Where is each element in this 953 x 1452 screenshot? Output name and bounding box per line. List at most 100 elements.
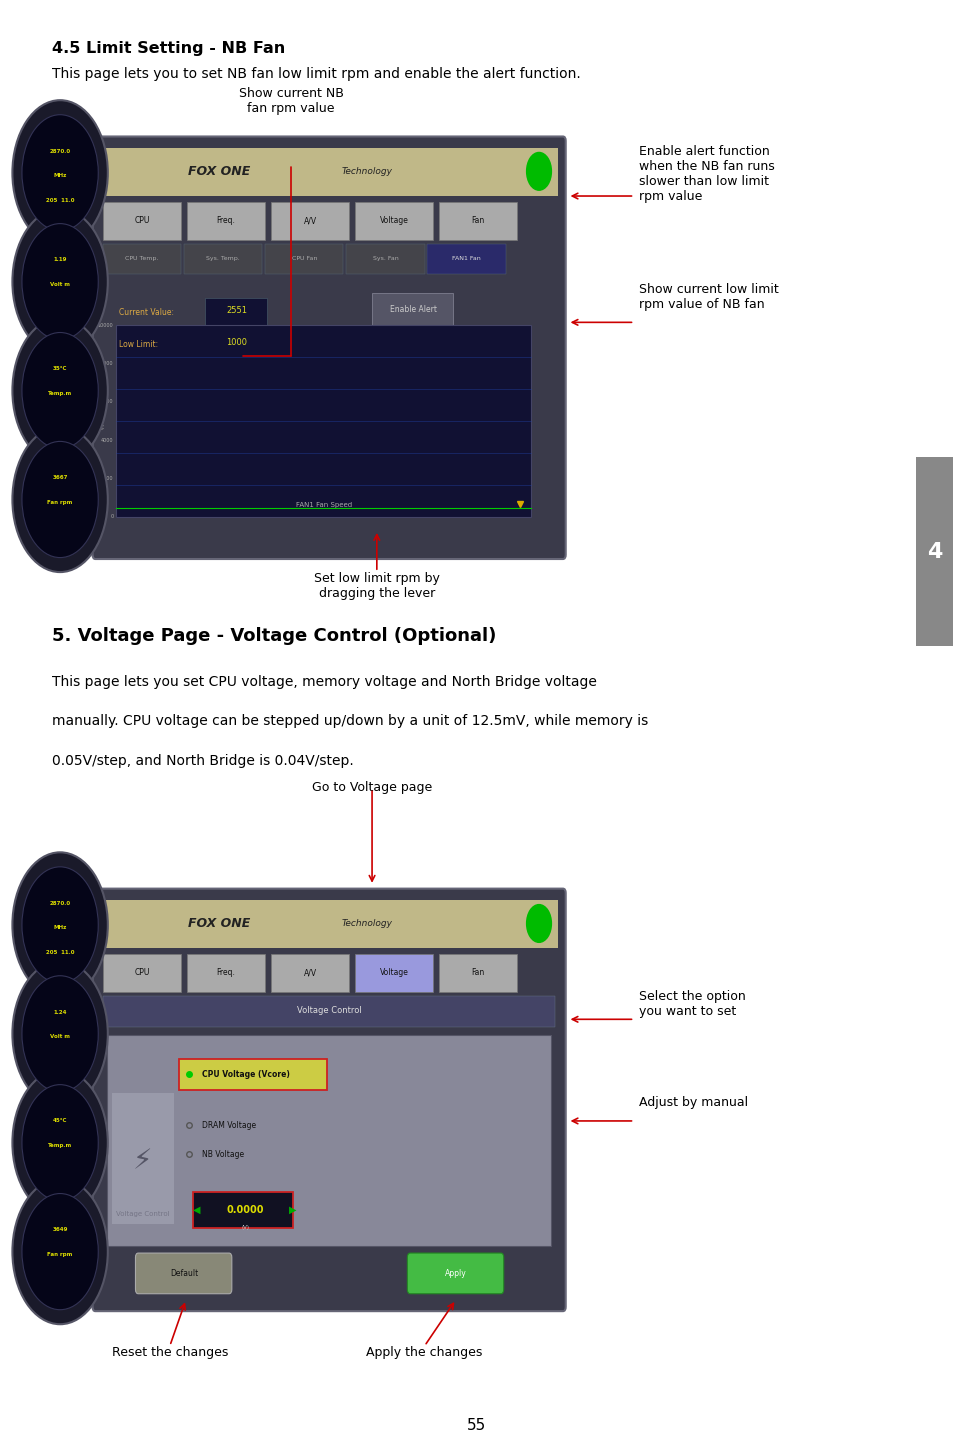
Text: Sys. Temp.: Sys. Temp. [206,256,240,261]
Bar [372,293,453,325]
Text: 2551: 2551 [226,306,247,315]
FancyBboxPatch shape [135,1253,232,1294]
Text: 0.0000: 0.0000 [226,1205,264,1214]
Text: CPU Voltage (Vcore): CPU Voltage (Vcore) [202,1070,290,1079]
Bar [100,900,558,948]
Text: Current Value:: Current Value: [119,308,174,317]
Text: DRAM Voltage: DRAM Voltage [202,1121,256,1130]
Bar [271,954,349,992]
Text: Default: Default [170,1269,198,1278]
Circle shape [22,441,98,558]
Text: ◀: ◀ [193,1205,200,1214]
Text: 55: 55 [467,1419,486,1433]
Text: 4.5 Limit Setting - NB Fan: 4.5 Limit Setting - NB Fan [52,41,285,55]
Text: 45°C: 45°C [52,1118,68,1124]
Text: 1.19: 1.19 [53,257,67,263]
Bar [346,244,424,274]
Circle shape [12,318,108,463]
Text: CPU: CPU [134,216,150,225]
Circle shape [22,333,98,449]
Circle shape [12,1179,108,1324]
Bar [103,202,181,240]
Circle shape [22,1085,98,1201]
Text: Voltage Control: Voltage Control [116,1211,170,1217]
Bar [116,325,531,517]
Text: Enable Alert: Enable Alert [389,305,436,314]
Text: FOX ONE: FOX ONE [188,166,251,177]
Circle shape [12,100,108,245]
Text: Fan rpm: Fan rpm [48,1252,72,1257]
Text: A/V: A/V [303,968,316,977]
Text: 2870.0: 2870.0 [50,900,71,906]
Circle shape [22,224,98,340]
Text: This page lets you set CPU voltage, memory voltage and North Bridge voltage: This page lets you set CPU voltage, memo… [52,675,597,690]
Bar [438,954,517,992]
Bar [438,202,517,240]
Text: Temp.m: Temp.m [48,391,72,396]
Text: 35°C: 35°C [52,366,68,372]
Text: Fan: Fan [471,968,484,977]
Text: Fan rpm: Fan rpm [48,499,72,505]
FancyBboxPatch shape [407,1253,503,1294]
Bar [193,1192,293,1228]
Text: Volt m: Volt m [51,282,70,287]
Text: 6000: 6000 [101,399,113,405]
Text: Technology: Technology [341,167,393,176]
Bar [427,244,505,274]
Bar [112,1093,173,1224]
Bar [100,148,558,196]
Text: Enable alert function
when the NB fan runs
slower than low limit
rpm value: Enable alert function when the NB fan ru… [639,145,774,203]
Circle shape [12,427,108,572]
Text: Reset the changes: Reset the changes [112,1346,228,1359]
Text: FAN1 Fan Speed: FAN1 Fan Speed [295,502,352,508]
Bar [271,202,349,240]
Text: Adjust by manual: Adjust by manual [639,1096,747,1109]
Circle shape [22,976,98,1092]
Bar [187,954,265,992]
Text: Sys. Fan: Sys. Fan [373,256,397,261]
Text: 1.24: 1.24 [53,1009,67,1015]
Text: 0: 0 [111,514,113,520]
Text: Apply: Apply [445,1269,466,1278]
FancyBboxPatch shape [92,136,565,559]
Text: MHz: MHz [53,173,67,179]
Bar [355,202,433,240]
Text: FOX ONE: FOX ONE [188,918,251,929]
Text: Show current NB
fan rpm value: Show current NB fan rpm value [238,87,343,115]
Bar [179,1059,327,1090]
Bar [205,298,267,325]
Text: 205  11.0: 205 11.0 [46,197,74,203]
Text: 5. Voltage Page - Voltage Control (Optional): 5. Voltage Page - Voltage Control (Optio… [52,627,497,645]
Text: ▶: ▶ [289,1205,296,1214]
Text: (rpm): (rpm) [99,414,105,428]
Bar [265,244,343,274]
Text: Voltage: Voltage [379,968,408,977]
Text: Voltage: Voltage [379,216,408,225]
Bar [205,330,267,357]
Circle shape [22,1194,98,1310]
Circle shape [12,209,108,354]
Text: Freq.: Freq. [216,968,235,977]
Text: 3667: 3667 [52,475,68,481]
Circle shape [12,1070,108,1215]
Text: Temp.m: Temp.m [48,1143,72,1149]
Text: 10000: 10000 [98,322,113,328]
Bar [915,457,953,646]
Circle shape [12,852,108,998]
Text: 2000: 2000 [101,476,113,481]
Bar [355,954,433,992]
Text: 205  11.0: 205 11.0 [46,950,74,955]
Bar [187,202,265,240]
Text: ⚡: ⚡ [132,1147,152,1176]
Text: Set low limit rpm by
dragging the lever: Set low limit rpm by dragging the lever [314,572,439,600]
Circle shape [526,905,551,942]
Text: 4: 4 [926,542,942,562]
Bar [103,996,555,1027]
Bar [184,244,262,274]
Text: A/V: A/V [303,216,316,225]
Text: FAN1 Fan: FAN1 Fan [452,256,480,261]
Text: 0.05V/step, and North Bridge is 0.04V/step.: 0.05V/step, and North Bridge is 0.04V/st… [52,754,354,768]
Bar [107,1035,551,1246]
Text: Voltage Control: Voltage Control [296,1006,361,1015]
Text: CPU: CPU [134,968,150,977]
